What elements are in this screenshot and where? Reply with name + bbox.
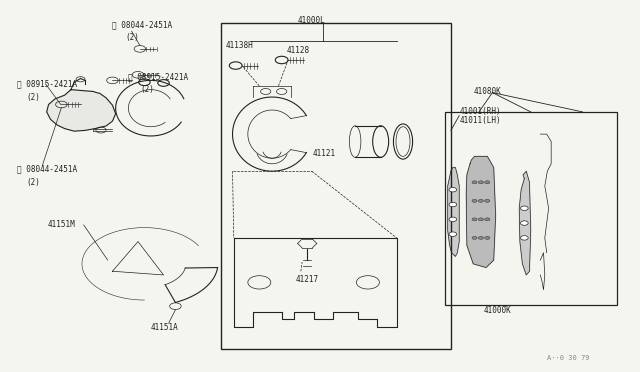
Text: 41217: 41217 (296, 275, 319, 284)
Circle shape (484, 181, 490, 184)
Circle shape (520, 221, 528, 225)
Text: A··0 30 79: A··0 30 79 (547, 355, 589, 361)
Circle shape (478, 218, 483, 221)
Polygon shape (448, 167, 460, 256)
Text: 41151M: 41151M (47, 221, 75, 230)
Text: 41000L: 41000L (298, 16, 325, 25)
Text: 41138H: 41138H (225, 41, 253, 51)
Text: Ⓑ 08044-2451A: Ⓑ 08044-2451A (17, 165, 77, 174)
Polygon shape (519, 171, 531, 275)
Text: 41121: 41121 (312, 149, 335, 158)
Circle shape (478, 199, 483, 202)
Circle shape (520, 206, 528, 211)
Circle shape (478, 181, 483, 184)
Text: Ⓦ 08915-2421A: Ⓦ 08915-2421A (17, 80, 77, 89)
Circle shape (520, 235, 528, 240)
Bar (445, 112, 617, 305)
Circle shape (449, 202, 457, 207)
Text: (2): (2) (26, 178, 40, 187)
Bar (221, 23, 451, 349)
Text: (2): (2) (26, 93, 40, 102)
Circle shape (484, 199, 490, 202)
Polygon shape (467, 156, 495, 267)
Circle shape (449, 232, 457, 236)
Text: Ⓑ 08044-2451A: Ⓑ 08044-2451A (113, 20, 173, 29)
Circle shape (449, 187, 457, 192)
Circle shape (449, 217, 457, 222)
Text: 41001(RH): 41001(RH) (460, 108, 501, 116)
Polygon shape (47, 90, 116, 131)
Text: (2): (2) (140, 85, 154, 94)
Circle shape (472, 218, 477, 221)
Circle shape (472, 181, 477, 184)
Circle shape (472, 199, 477, 202)
Circle shape (484, 236, 490, 239)
Circle shape (472, 236, 477, 239)
Text: Ⓦ 08915-2421A: Ⓦ 08915-2421A (129, 72, 189, 81)
Text: 41128: 41128 (287, 46, 310, 55)
Text: (2): (2) (125, 33, 139, 42)
Text: 41011(LH): 41011(LH) (460, 116, 501, 125)
Text: 41080K: 41080K (473, 87, 501, 96)
Circle shape (484, 218, 490, 221)
Text: 41000K: 41000K (484, 306, 512, 315)
Text: 41151A: 41151A (151, 323, 179, 332)
Circle shape (478, 236, 483, 239)
